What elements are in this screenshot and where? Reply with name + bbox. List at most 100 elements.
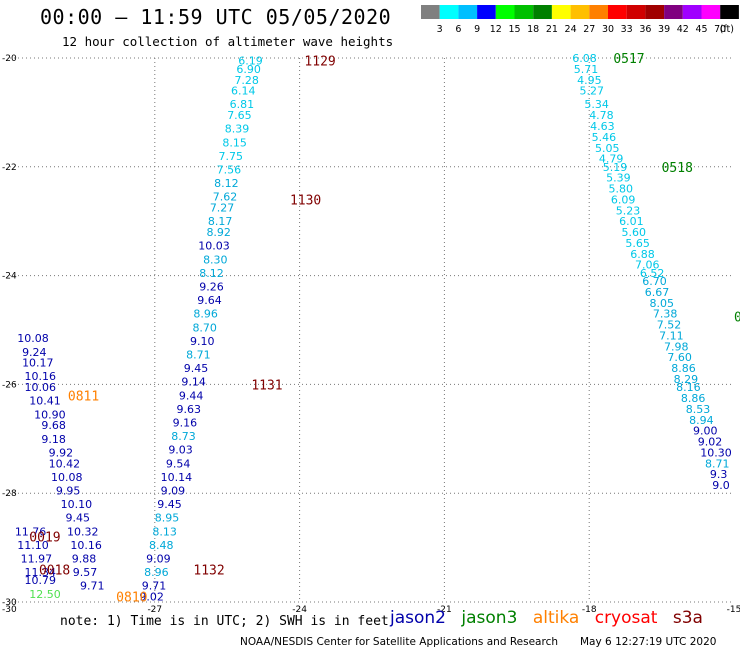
colorbar-swatch — [458, 5, 478, 19]
wave-height-value: 6.09 — [611, 193, 636, 206]
wave-height-value: 7.65 — [227, 109, 252, 122]
wave-height-value: 9.57 — [73, 566, 98, 579]
wave-height-value: 6.14 — [231, 85, 256, 98]
wave-height-value: 9.14 — [181, 376, 206, 389]
wave-height-value: 8.96 — [144, 566, 169, 579]
wave-height-value: 8.39 — [225, 123, 250, 136]
wave-height-value: 6.88 — [630, 248, 655, 261]
wave-height-value: 9.68 — [41, 419, 66, 432]
wave-height-value: 9.09 — [146, 552, 171, 565]
colorbar-label: 9 — [474, 24, 480, 35]
lat-tick-label: -26 — [2, 380, 17, 390]
pass-time-label: 0519 — [734, 310, 740, 325]
wave-height-value: 9.00 — [693, 425, 718, 438]
wave-height-value: 6.01 — [619, 215, 644, 228]
colorbar-swatch — [720, 5, 739, 19]
wave-height-value: 11.34 — [24, 566, 56, 579]
wave-height-value: 4.63 — [590, 120, 615, 133]
wave-height-value: 4.95 — [577, 74, 602, 87]
wave-height-value: 10.79 — [24, 574, 56, 587]
wave-height-value: 8.71 — [705, 457, 730, 470]
lon-tick-label: -21 — [437, 605, 452, 614]
wave-height-value: 9.16 — [173, 416, 198, 429]
pass-time-label: 1131 — [251, 378, 282, 393]
colorbar-swatch — [551, 5, 571, 19]
wave-height-value: 9.88 — [72, 552, 97, 565]
pass-time-label: 1130 — [290, 193, 321, 208]
page-subtitle: 12 hour collection of altimeter wave hei… — [62, 34, 394, 49]
pass-time-label: 0810 — [116, 591, 147, 606]
lat-tick-label: -20 — [2, 54, 17, 64]
wave-height-value: 9.92 — [49, 446, 74, 459]
wave-height-value: 9.71 — [80, 580, 105, 593]
wave-height-value: 6.70 — [642, 275, 667, 288]
wave-height-value: 6.67 — [645, 286, 670, 299]
wave-height-value: 7.52 — [657, 319, 682, 332]
colorbar-label: 45 — [695, 24, 707, 35]
colorbar-label: 18 — [527, 24, 539, 35]
wave-height-value: 7.27 — [210, 202, 235, 215]
wave-height-value: 9.3 — [710, 468, 728, 481]
wave-height-value: 8.17 — [208, 215, 233, 228]
colorbar-label: 30 — [602, 24, 614, 35]
wave-height-value: 6.52 — [640, 267, 665, 280]
colorbar-label: 15 — [508, 24, 520, 35]
wave-height-value: 10.08 — [51, 471, 83, 484]
wave-height-value: 9.18 — [41, 433, 66, 446]
colorbar-unit: (ft) — [720, 24, 734, 35]
wave-height-value: 5.34 — [584, 98, 609, 111]
wave-height-value: 8.15 — [222, 136, 247, 149]
colorbar-swatch — [477, 5, 496, 19]
legend-jason3: jason3 — [461, 608, 518, 628]
colorbar-swatch — [495, 5, 515, 19]
colorbar-swatch — [514, 5, 534, 19]
wave-height-value: 9.45 — [157, 498, 182, 511]
wave-height-value: 10.16 — [70, 539, 102, 552]
colorbar-label: 12 — [490, 24, 502, 35]
wave-height-value: 9.44 — [179, 389, 204, 402]
satellite-legend: jason2 jason3 altika cryosat s3a — [390, 608, 713, 628]
colorbar-swatch — [664, 5, 683, 19]
wave-height-value: 9.64 — [197, 294, 222, 307]
wave-height-value: 7.11 — [659, 329, 684, 342]
wave-height-value: 7.98 — [664, 340, 689, 353]
colorbar-swatch — [439, 5, 459, 19]
units-note: note: 1) Time is in UTC; 2) SWH is in fe… — [60, 614, 389, 629]
wave-height-value: 8.73 — [171, 430, 196, 443]
wave-height-value: 11.97 — [21, 552, 53, 565]
pass-time-label: 0517 — [613, 52, 644, 67]
wave-height-value: 9.03 — [168, 444, 193, 457]
color-scale-legend: 3 6 9 12 15 18 21 24 27 30 33 36 39 42 45 70(ft) — [421, 5, 739, 35]
wave-height-value: 5.60 — [622, 226, 647, 239]
wave-height-value: 10.06 — [24, 381, 56, 394]
pass-time-label: 1129 — [304, 55, 335, 70]
lon-tick-label: -27 — [147, 605, 162, 614]
legend-altika: altika — [532, 608, 580, 628]
wave-height-value: 9.26 — [199, 280, 224, 293]
wave-height-value: 8.16 — [676, 381, 701, 394]
wave-height-value: 6.90 — [236, 63, 261, 76]
colorbar-swatch — [645, 5, 665, 19]
lat-tick-label: -28 — [2, 489, 17, 499]
colorbar-swatch — [421, 5, 440, 19]
wave-height-value: 9.02 — [698, 436, 723, 449]
lat-tick-label: -22 — [2, 163, 17, 173]
legend-jason2: jason2 — [390, 608, 446, 628]
colorbar-label: 70 — [714, 24, 726, 35]
colorbar-label: 27 — [583, 24, 595, 35]
pass-time-label: 0811 — [68, 389, 99, 404]
colorbar-swatch — [570, 5, 590, 19]
wave-height-value: 10.10 — [61, 498, 93, 511]
wave-height-value: 9.0 — [712, 479, 730, 492]
wave-height-value: 8.05 — [650, 297, 675, 310]
wave-height-value: 9.45 — [66, 512, 91, 525]
lat-tick-label: -24 — [2, 272, 17, 282]
legend-s3a: s3a — [672, 608, 703, 628]
wave-height-value: 8.86 — [671, 362, 696, 375]
wave-height-value: 5.23 — [616, 204, 641, 217]
footer-credit: NOAA/NESDIS Center for Satellite Applica… — [240, 636, 558, 648]
pass-time-label: 1132 — [193, 563, 224, 578]
wave-height-value: 10.17 — [22, 357, 54, 370]
wave-height-value: 9.71 — [142, 580, 167, 593]
wave-height-value: 7.75 — [219, 150, 244, 163]
